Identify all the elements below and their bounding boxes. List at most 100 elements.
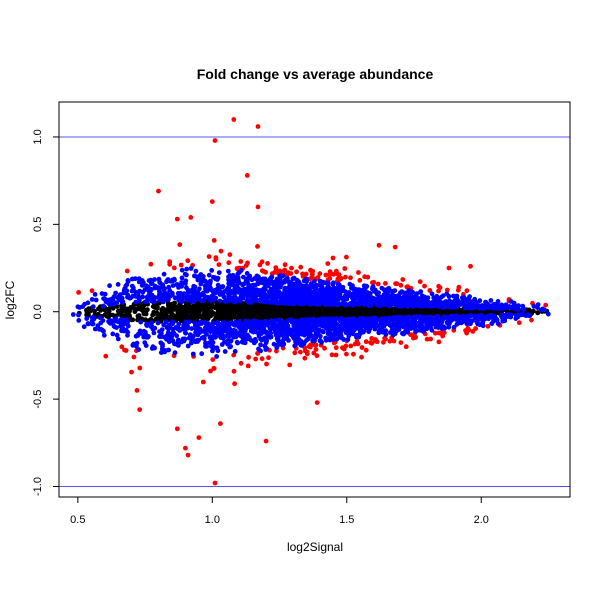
- significant-point: [206, 254, 212, 259]
- moderate-point: [352, 291, 357, 297]
- baseline-point: [140, 307, 146, 313]
- moderate-point: [427, 322, 432, 328]
- moderate-point: [185, 287, 191, 293]
- moderate-point: [302, 325, 307, 330]
- significant-point: [363, 347, 369, 353]
- moderate-point: [97, 315, 103, 320]
- moderate-point: [497, 306, 503, 312]
- moderate-point: [493, 316, 498, 321]
- moderate-point: [124, 282, 130, 288]
- moderate-point: [356, 321, 362, 327]
- moderate-point: [267, 334, 273, 340]
- moderate-point: [481, 314, 486, 320]
- moderate-point: [535, 302, 541, 307]
- significant-point: [440, 333, 446, 339]
- baseline-point: [248, 308, 254, 314]
- moderate-point: [198, 281, 204, 287]
- moderate-point: [269, 300, 275, 305]
- moderate-point: [143, 299, 149, 305]
- baseline-point: [262, 304, 268, 310]
- moderate-point: [417, 314, 423, 320]
- moderate-point: [92, 292, 98, 297]
- baseline-point: [163, 313, 169, 319]
- moderate-point: [251, 329, 257, 335]
- moderate-point: [369, 295, 375, 301]
- outlier-point: [376, 242, 382, 248]
- significant-point: [302, 348, 308, 354]
- significant-point: [253, 356, 258, 362]
- moderate-point: [187, 319, 192, 325]
- moderate-point: [103, 299, 109, 305]
- baseline-point: [445, 311, 450, 316]
- baseline-point: [185, 309, 191, 314]
- moderate-point: [226, 274, 231, 280]
- moderate-point: [167, 278, 173, 284]
- baseline-point: [253, 314, 259, 320]
- moderate-point: [269, 318, 275, 324]
- moderate-point: [90, 321, 96, 327]
- moderate-point: [456, 302, 461, 308]
- outlier-point: [255, 204, 261, 210]
- significant-point: [303, 271, 309, 277]
- moderate-point: [424, 326, 430, 332]
- moderate-point: [300, 287, 306, 292]
- baseline-point: [299, 306, 305, 311]
- moderate-point: [336, 326, 342, 332]
- moderate-point: [246, 282, 252, 288]
- moderate-point: [251, 292, 257, 297]
- moderate-point: [373, 317, 379, 322]
- moderate-point: [164, 279, 169, 285]
- baseline-point: [379, 309, 385, 315]
- significant-point: [213, 255, 219, 260]
- moderate-point: [247, 273, 253, 279]
- moderate-point: [113, 290, 118, 296]
- moderate-point: [313, 335, 319, 341]
- x-axis: 0.5 1.0 1.5 2.0: [70, 496, 489, 526]
- moderate-point: [449, 302, 454, 308]
- significant-point: [89, 288, 95, 294]
- significant-point: [216, 262, 222, 267]
- moderate-point: [495, 299, 501, 304]
- baseline-point: [339, 308, 345, 313]
- significant-point: [218, 248, 224, 254]
- moderate-point: [197, 330, 203, 335]
- baseline-point: [433, 308, 439, 314]
- baseline-point: [215, 313, 220, 318]
- significant-point: [259, 259, 265, 265]
- baseline-point: [156, 313, 162, 318]
- moderate-point: [125, 292, 130, 298]
- moderate-point: [329, 326, 335, 332]
- significant-point: [368, 340, 373, 345]
- baseline-point: [397, 310, 403, 316]
- significant-point: [383, 336, 388, 342]
- moderate-point: [506, 304, 512, 310]
- moderate-point: [282, 334, 287, 340]
- significant-point: [417, 279, 423, 285]
- significant-point: [210, 357, 216, 362]
- moderate-point: [476, 305, 482, 311]
- moderate-point: [470, 318, 475, 323]
- moderate-point: [324, 280, 329, 286]
- moderate-point: [76, 318, 82, 323]
- significant-point: [371, 280, 377, 285]
- moderate-point: [339, 321, 345, 327]
- moderate-point: [92, 326, 98, 332]
- moderate-point: [495, 321, 501, 327]
- baseline-point: [143, 311, 149, 317]
- significant-point: [344, 254, 349, 260]
- moderate-point: [321, 296, 327, 302]
- baseline-point: [258, 309, 264, 315]
- moderate-point: [155, 320, 161, 326]
- moderate-point: [407, 302, 413, 307]
- significant-point: [351, 351, 356, 357]
- moderate-point: [115, 336, 121, 342]
- moderate-point: [482, 305, 488, 311]
- moderate-point: [180, 336, 186, 342]
- moderate-point: [284, 278, 290, 283]
- baseline-point: [177, 316, 183, 322]
- moderate-point: [189, 326, 195, 331]
- moderate-point: [297, 340, 303, 346]
- moderate-point: [413, 319, 418, 325]
- moderate-point: [236, 280, 242, 286]
- moderate-point: [277, 276, 283, 282]
